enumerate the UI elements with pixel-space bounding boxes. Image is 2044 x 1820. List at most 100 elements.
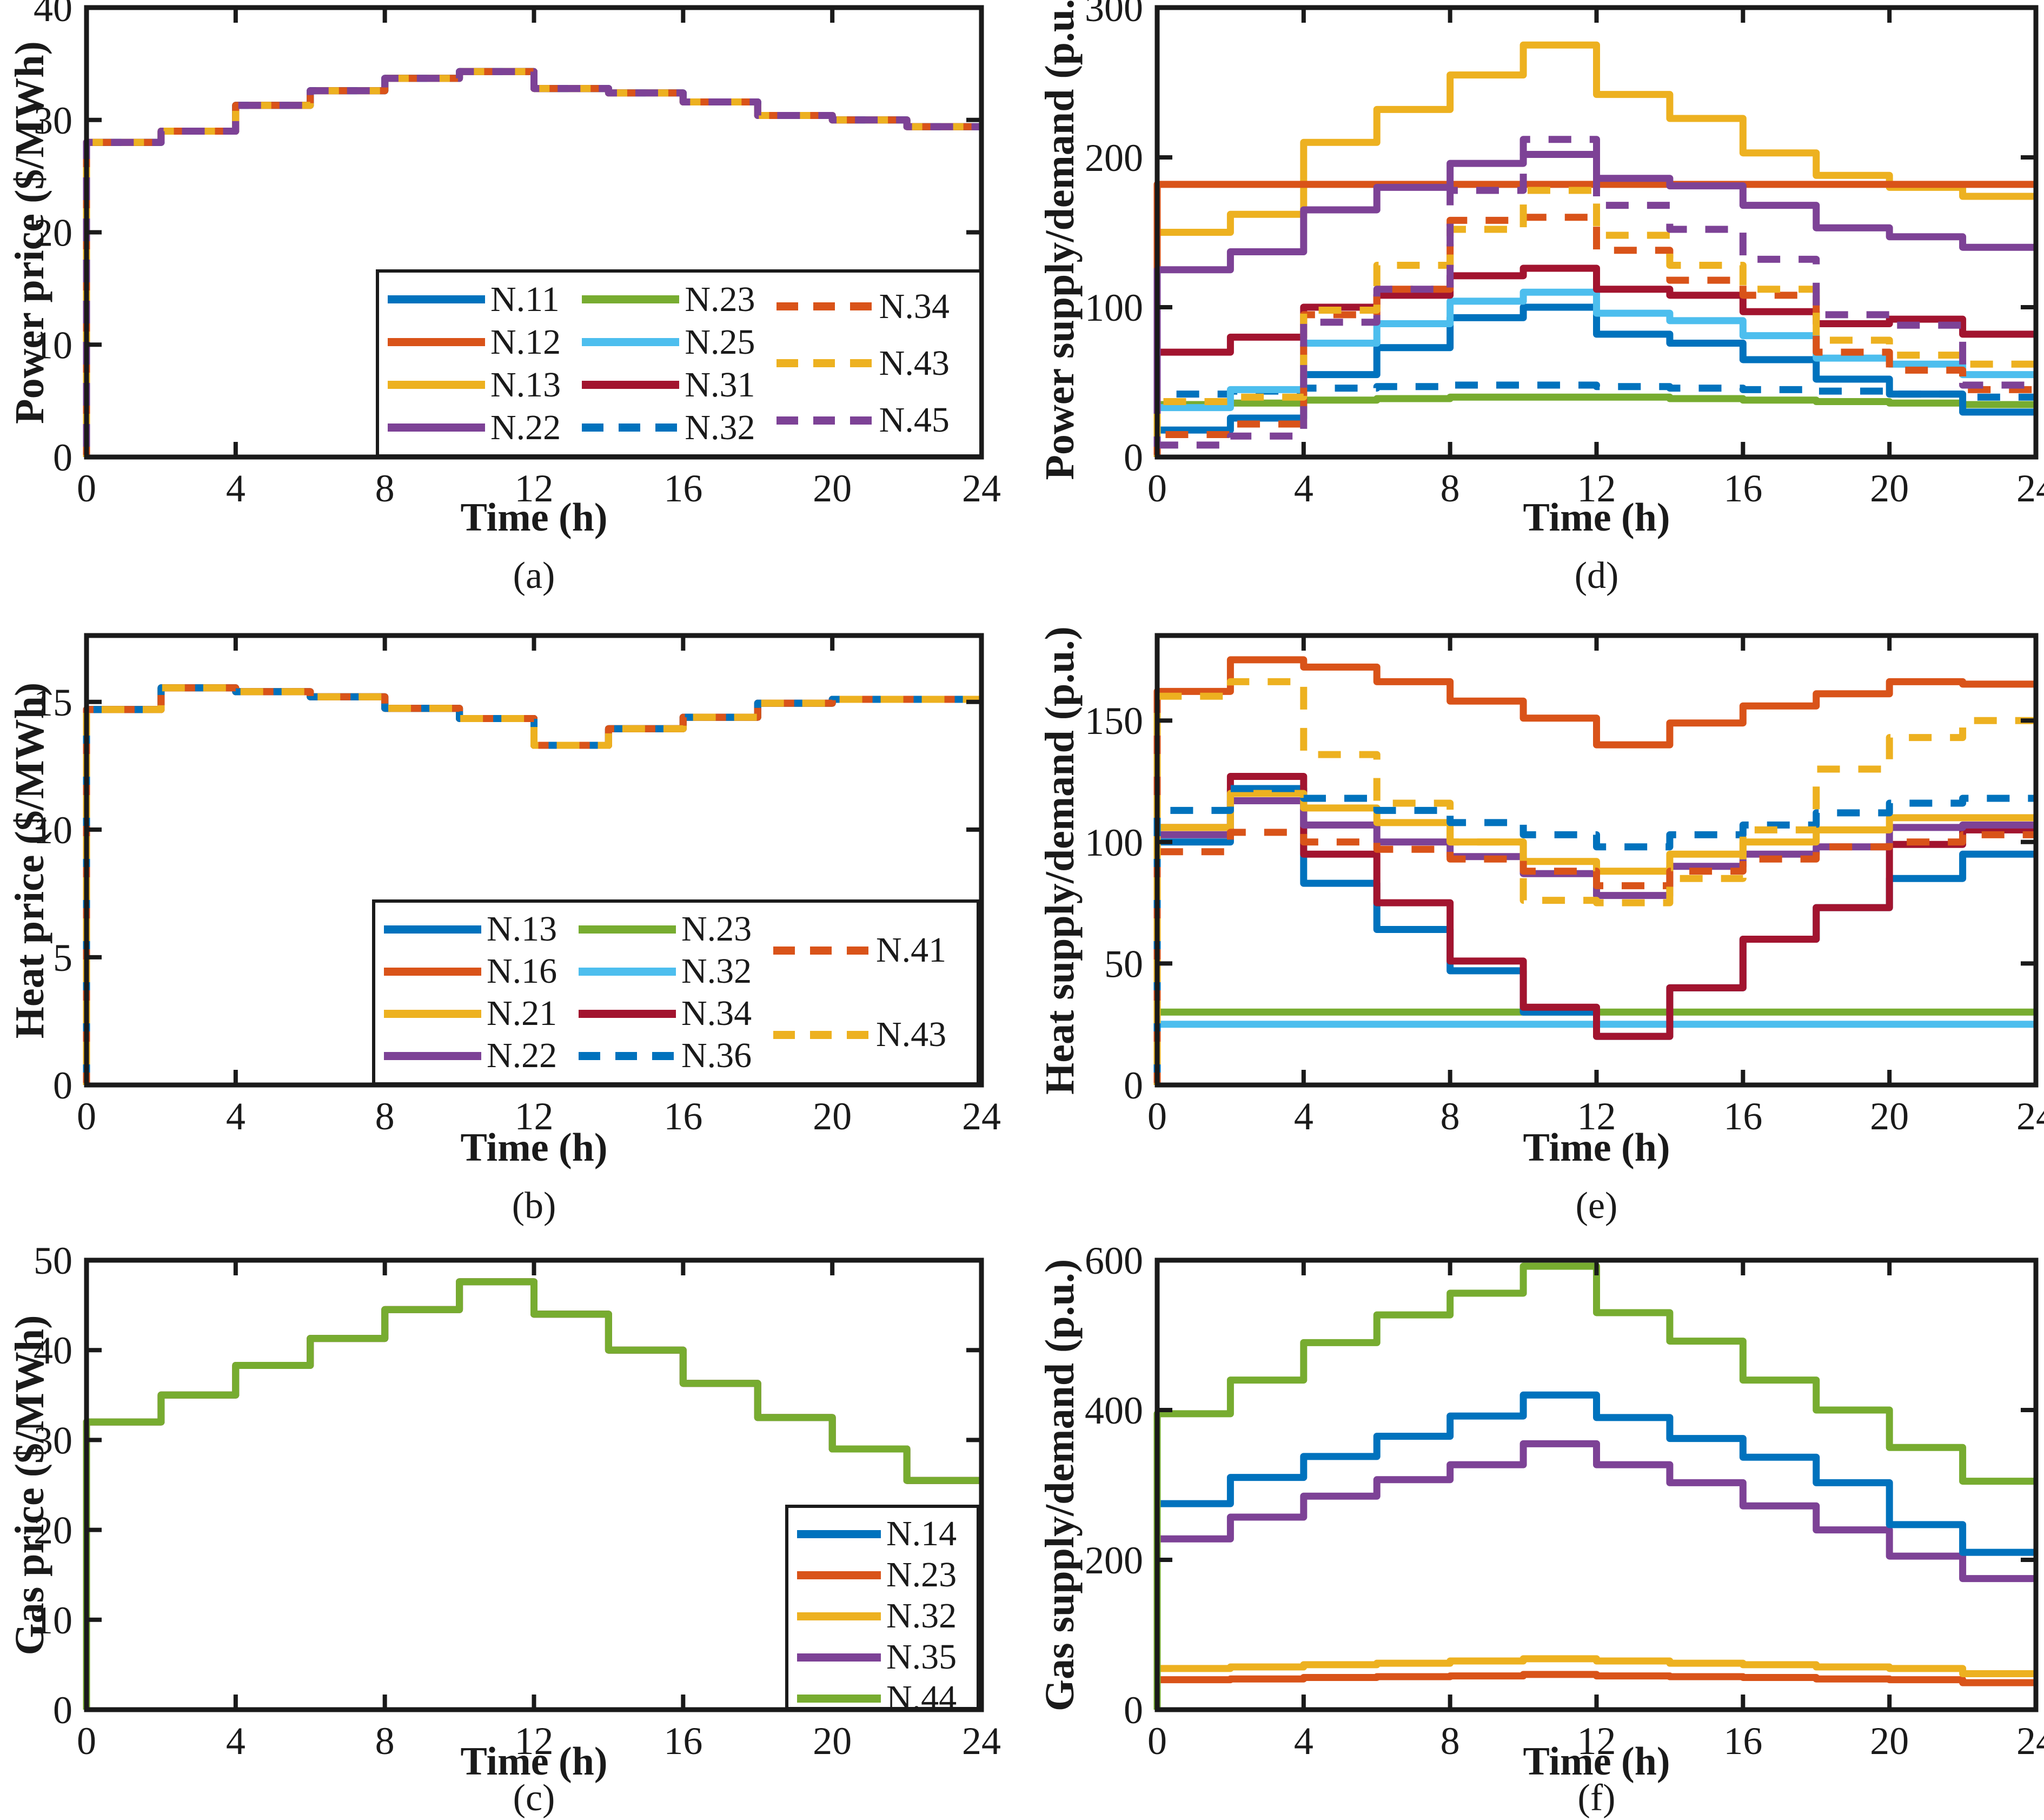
solid-line-swatch — [797, 1530, 881, 1538]
y-tick-label: 20 — [34, 211, 72, 255]
series-N.32 — [1153, 1021, 2036, 1085]
series-N.43 — [1153, 678, 2036, 1085]
legend-entry-N.23: N.23 — [797, 1554, 968, 1596]
panel-a-xlabel: Time (h) — [460, 495, 608, 540]
legend-label: N.11 — [490, 279, 560, 319]
legend-entry-N.12: N.12 — [388, 322, 582, 363]
legend-column: N.13 N.16 N.21 N.22 — [384, 908, 579, 1077]
legend-label: N.36 — [681, 1036, 752, 1075]
series-N.45 — [1153, 136, 2036, 457]
legend-label: N.13 — [490, 365, 561, 405]
panel-f-xlabel: Time (h) — [1523, 1739, 1670, 1784]
legend-entry-N.44: N.44 — [797, 1678, 968, 1719]
y-tick-label: 100 — [1085, 821, 1143, 864]
y-tick-label: 10 — [34, 323, 72, 367]
y-tick-label: 600 — [1085, 1239, 1143, 1282]
solid-line-swatch — [797, 1653, 881, 1662]
panel-a-power-price: Power price ($/MWh) 0 4 8 12 16 20 24 0 10 20 30 40… — [0, 0, 1022, 603]
x-tick-label: 0 — [1147, 467, 1167, 510]
panel-b-caption: (b) — [512, 1185, 556, 1227]
axes-box — [1154, 1258, 2039, 1712]
legend-entry-N.21: N.21 — [384, 993, 579, 1034]
y-tick-label: 200 — [1085, 136, 1143, 180]
series-N.23 — [1153, 1671, 2036, 1710]
panel-d-xlabel: Time (h) — [1523, 495, 1670, 540]
y-tick-label: 50 — [34, 1239, 72, 1282]
legend-entry-N.45: N.45 — [776, 400, 971, 441]
legend-column: N.41 N.43 — [773, 908, 968, 1077]
series-N.14 — [1153, 1391, 2036, 1710]
solid-line-swatch — [797, 1694, 881, 1703]
dashed-line-swatch — [776, 416, 874, 425]
legend-label: N.32 — [681, 951, 752, 991]
panel-b-legend: N.13 N.16 N.21 N.22 N.23 N.32 N.34 N.36 N.41 N.43 — [372, 899, 980, 1086]
panel-e-xlabel: Time (h) — [1523, 1126, 1670, 1170]
solid-line-swatch — [384, 925, 481, 934]
legend-label: N.31 — [685, 365, 755, 405]
dashed-line-swatch — [579, 1051, 676, 1060]
legend-label: N.21 — [487, 994, 558, 1033]
legend-column: N.34 N.43 N.45 — [776, 278, 971, 449]
legend-label: N.34 — [879, 286, 950, 326]
series-N.36 — [1153, 785, 2036, 1085]
panel-a-caption: (a) — [513, 555, 555, 597]
x-tick-label: 24 — [2016, 1095, 2044, 1138]
series-N.23 — [1153, 393, 2036, 457]
solid-line-swatch — [388, 381, 485, 389]
y-tick-label: 30 — [34, 1419, 72, 1462]
solid-line-swatch — [384, 967, 481, 976]
panel-c-plot: 0 4 8 12 16 20 24 0 10 20 30 40 50 — [34, 1239, 1001, 1763]
x-tick-label: 12 — [1577, 1719, 1616, 1763]
y-tick-label: 300 — [1085, 0, 1143, 30]
panel-e-heat-supply-demand: Heat supply/demand (p.u.) 04812162024050… — [1022, 603, 2044, 1227]
x-tick-label: 0 — [77, 467, 96, 510]
x-tick-label: 4 — [1294, 467, 1313, 510]
legend-entry-N.32: N.32 — [579, 951, 773, 992]
x-tick-label: 8 — [375, 1719, 395, 1763]
x-tick-label: 24 — [962, 1095, 1001, 1138]
y-tick-label: 0 — [53, 1689, 72, 1732]
legend-entry-N.23: N.23 — [579, 909, 773, 950]
series-N.43 — [1153, 187, 2036, 457]
legend-entry-N.13: N.13 — [388, 365, 582, 406]
y-tick-label: 0 — [1124, 436, 1143, 479]
x-tick-label: 16 — [1723, 1719, 1762, 1763]
legend-label: N.12 — [490, 322, 561, 362]
series-N.16 — [1153, 656, 2036, 1085]
legend-label: N.22 — [487, 1036, 558, 1075]
legend-entry-N.36: N.36 — [579, 1035, 773, 1076]
legend-label: N.41 — [876, 930, 947, 970]
solid-line-swatch — [797, 1571, 881, 1579]
panel-c-gas-price: Gas price ($/MWh) 0 4 8 12 16 20 24 0 10 20 30 40 50… — [0, 1206, 1022, 1819]
y-tick-label: 50 — [1104, 942, 1143, 985]
x-tick-label: 20 — [813, 467, 852, 510]
legend-column: N.23 N.25 N.31 N.32 — [582, 278, 776, 449]
series-N.34 — [1153, 773, 2036, 1085]
legend-entry-N.23: N.23 — [582, 279, 776, 320]
x-tick-label: 4 — [226, 467, 245, 510]
panel-d-caption: (d) — [1574, 555, 1619, 597]
legend-column: N.14 N.23 N.32 N.35 N.44 — [797, 1513, 968, 1718]
solid-line-swatch — [388, 423, 485, 432]
x-tick-label: 4 — [1294, 1719, 1313, 1763]
solid-line-swatch — [579, 925, 676, 934]
panel-c-caption: (c) — [513, 1777, 555, 1819]
legend-entry-N.14: N.14 — [797, 1513, 968, 1554]
y-tick-label: 200 — [1085, 1539, 1143, 1582]
y-tick-label: 15 — [34, 681, 72, 724]
legend-entry-N.11: N.11 — [388, 279, 582, 320]
solid-line-swatch — [384, 1009, 481, 1018]
x-tick-label: 16 — [1723, 1095, 1762, 1138]
dashed-line-swatch — [776, 302, 874, 311]
x-tick-label: 8 — [1441, 1719, 1460, 1763]
panel-b-heat-price: Heat price ($/MWh) 0 4 8 12 16 20 24 0 5 10 15 Tim… — [0, 603, 1022, 1227]
x-tick-label: 0 — [1147, 1095, 1167, 1138]
series-N.43 — [83, 684, 981, 1085]
legend-column: N.23 N.32 N.34 N.36 — [579, 908, 773, 1077]
series-N.21 — [1153, 790, 2036, 1085]
legend-label: N.32 — [685, 407, 755, 447]
panel-b-plot: 0 4 8 12 16 20 24 0 5 10 15 — [34, 633, 1001, 1138]
x-tick-label: 16 — [663, 1095, 702, 1138]
panel-b-xlabel: Time (h) — [460, 1126, 608, 1170]
